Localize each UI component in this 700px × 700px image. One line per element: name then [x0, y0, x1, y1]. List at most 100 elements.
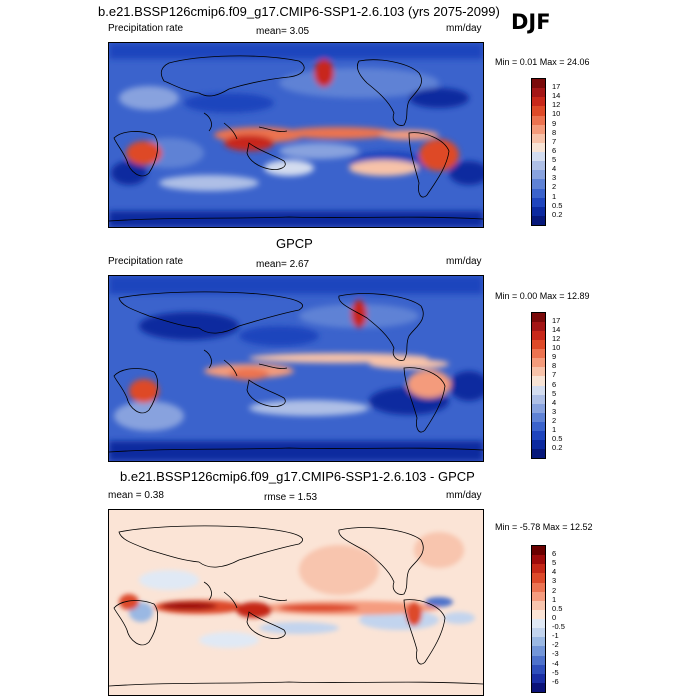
panel-3-cbar-tick: 0.5	[552, 603, 563, 613]
panel-3-cbar-tick: -3	[552, 649, 559, 659]
panel-1-cbar-swatch	[532, 179, 545, 189]
panel-1-cbar-swatch	[532, 170, 545, 180]
panel-2-cbar-tick: 8	[552, 361, 557, 371]
panel-3-minmax: Min = -5.78 Max = 12.52	[495, 522, 593, 532]
panel-2-units-label: mm/day	[446, 256, 482, 267]
panel-2-mean-label: mean= 2.67	[256, 259, 310, 270]
panel-1-cbar-tick: 2	[552, 182, 557, 192]
panel-1-variable-label: Precipitation rate	[108, 23, 184, 34]
panel-2-cbar-swatch	[532, 412, 545, 422]
panel-1-cbar-swatch	[532, 161, 545, 171]
panel-3-cbar-swatch	[532, 591, 545, 601]
panel-3-cbar-tick: 0	[552, 612, 557, 622]
panel-1-cbar-tick: 0.2	[552, 209, 563, 219]
panel-3-cbar-swatch	[532, 628, 545, 638]
panel-2-cbar-swatch	[532, 421, 545, 431]
panel-3-cbar-tick: -4	[552, 658, 559, 668]
panel-2-map	[108, 275, 484, 462]
panel-3-cbar-tick: -5	[552, 667, 559, 677]
panel-1-cbar-tick: 5	[552, 155, 557, 165]
panel-3-cbar-tick: -0.5	[552, 622, 565, 632]
panel-1-cbar-tick: 8	[552, 127, 557, 137]
panel-2-cbar-swatch	[532, 367, 545, 377]
panel-3-cbar-swatch	[532, 655, 545, 665]
panel-1-map	[108, 42, 484, 228]
panel-1-cbar-swatch	[532, 79, 545, 89]
panel-3-cbar-swatch	[532, 555, 545, 565]
panel-3-cbar-swatch	[532, 637, 545, 647]
panel-2-variable-label: Precipitation rate	[108, 256, 184, 267]
panel-2-cbar-tick: 0.2	[552, 442, 563, 452]
panel-2-cbar-tick: 9	[552, 352, 557, 362]
panel-3-cbar-tick: 1	[552, 594, 557, 604]
panel-1-cbar-tick: 4	[552, 164, 557, 174]
panel-3-cbar-swatch	[532, 546, 545, 556]
panel-2-colorbar-ticks: 17 14 12 10 9 8 7 6 5 4 3 2 1 0.5 0.2	[552, 312, 582, 457]
panel-1-cbar-tick: 3	[552, 173, 557, 183]
panel-3-cbar-swatch	[532, 609, 545, 619]
panel-3-cbar-swatch	[532, 600, 545, 610]
panel-1-cbar-swatch	[532, 115, 545, 125]
panel-3-cbar-swatch	[532, 619, 545, 629]
panel-2-cbar-swatch	[532, 385, 545, 395]
panel-2-cbar-tick: 14	[552, 325, 561, 335]
panel-1-cbar-tick: 12	[552, 100, 561, 110]
panel-3-map	[108, 509, 484, 696]
panel-1-cbar-tick: 14	[552, 91, 561, 101]
panel-3-rmse-label: rmse = 1.53	[264, 492, 318, 503]
panel-1-cbar-tick: 17	[552, 82, 561, 92]
panel-1-minmax: Min = 0.01 Max = 24.06	[495, 57, 590, 67]
panel-3-cbar-swatch	[532, 664, 545, 674]
panel-2-title: GPCP	[276, 236, 313, 251]
panel-3-cbar-swatch	[532, 582, 545, 592]
panel-2-cbar-swatch	[532, 439, 545, 449]
panel-2-cbar-swatch	[532, 403, 545, 413]
panel-3-cbar-tick: 6	[552, 549, 557, 559]
panel-1-cbar-swatch	[532, 97, 545, 107]
panel-1-mean-label: mean= 3.05	[256, 26, 310, 37]
panel-3-cbar-tick: -1	[552, 631, 559, 641]
panel-2-cbar-tick: 6	[552, 379, 557, 389]
panel-3-cbar-swatch	[532, 564, 545, 574]
panel-1-cbar-swatch	[532, 133, 545, 143]
panel-2-minmax: Min = 0.00 Max = 12.89	[495, 291, 590, 301]
panel-2-cbar-tick: 4	[552, 397, 557, 407]
panel-3-cbar-tick: -6	[552, 676, 559, 686]
panel-2-cbar-tick: 2	[552, 415, 557, 425]
panel-2-cbar-swatch	[532, 313, 545, 323]
panel-1-cbar-swatch	[532, 88, 545, 98]
panel-2-cbar-tick: 3	[552, 406, 557, 416]
panel-1-cbar-tick: 1	[552, 191, 557, 201]
panel-3-cbar-swatch	[532, 646, 545, 656]
panel-1-cbar-swatch	[532, 106, 545, 116]
panel-2-cbar-swatch	[532, 349, 545, 359]
panel-3-cbar-swatch	[532, 682, 545, 692]
panel-2-cbar-tick: 10	[552, 343, 561, 353]
panel-1-colorbar	[531, 78, 546, 226]
panel-2-cbar-swatch	[532, 358, 545, 368]
panel-2-cbar-swatch	[532, 331, 545, 341]
panel-3-cbar-tick: 5	[552, 558, 557, 568]
panel-1-cbar-swatch	[532, 215, 545, 225]
panel-3-cbar-tick: 2	[552, 585, 557, 595]
panel-3-cbar-tick: 3	[552, 576, 557, 586]
panel-2-cbar-tick: 5	[552, 388, 557, 398]
panel-2-cbar-swatch	[532, 322, 545, 332]
panel-2-cbar-tick: 0.5	[552, 433, 563, 443]
season-label: DJF	[511, 10, 551, 34]
panel-3-cbar-swatch	[532, 673, 545, 683]
panel-3-cbar-swatch	[532, 573, 545, 583]
panel-3-difference-field	[109, 510, 483, 695]
panel-1-precip-field	[109, 43, 483, 227]
panel-3-cbar-tick: 4	[552, 567, 557, 577]
panel-2-cbar-tick: 17	[552, 316, 561, 326]
panel-3-units-label: mm/day	[446, 490, 482, 501]
panel-1-cbar-swatch	[532, 197, 545, 207]
panel-2-cbar-swatch	[532, 430, 545, 440]
panel-2-cbar-swatch	[532, 448, 545, 458]
panel-1-cbar-swatch	[532, 152, 545, 162]
panel-1-colorbar-ticks: 17 14 12 10 9 8 7 6 5 4 3 2 1 0.5 0.2	[552, 78, 582, 224]
panel-3-cbar-tick: -2	[552, 640, 559, 650]
panel-1-cbar-tick: 10	[552, 109, 561, 119]
panel-3-colorbar-ticks: 6 5 4 3 2 1 0.5 0 -0.5 -1 -2 -3 -4 -5 -6	[552, 545, 582, 691]
